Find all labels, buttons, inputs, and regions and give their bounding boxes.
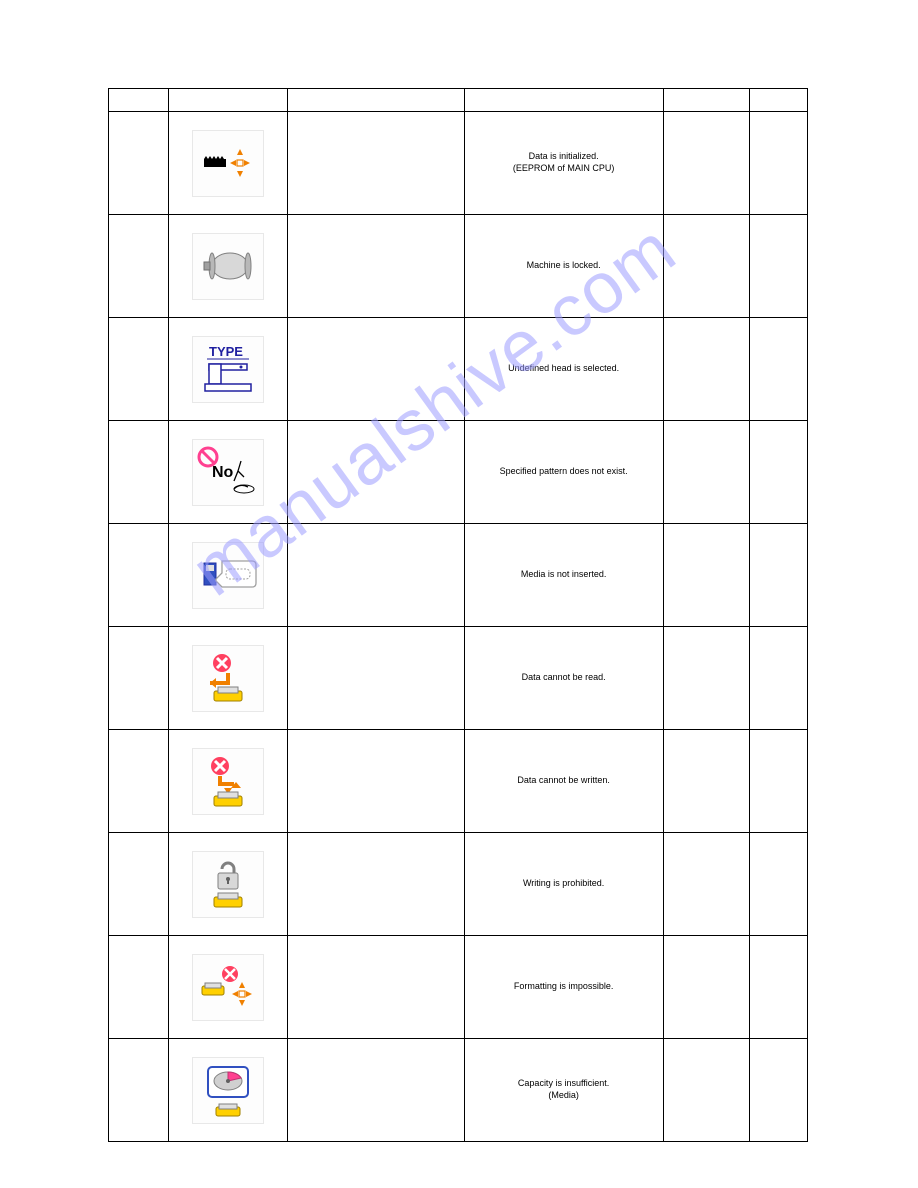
desc-line1: Data cannot be read. (522, 672, 606, 682)
desc-line1: Formatting is impossible. (514, 981, 614, 991)
hdr-col6 (749, 89, 807, 112)
cell-blank (663, 112, 749, 215)
media-insert-icon (192, 542, 264, 609)
table-row: Formatting is impossible. (109, 936, 808, 1039)
hdr-col5 (663, 89, 749, 112)
desc-line1: Data is initialized. (529, 151, 599, 161)
table-row: Capacity is insufficient. (Media) (109, 1039, 808, 1142)
table-row: Data cannot be read. (109, 627, 808, 730)
svg-text:TYPE: TYPE (209, 344, 243, 359)
init-icon (192, 130, 264, 197)
type-head-icon: TYPE (192, 336, 264, 403)
cell-desc: Data is initialized. (EEPROM of MAIN CPU… (464, 112, 663, 215)
cell-code (109, 112, 169, 215)
desc-line1: Undefined head is selected. (508, 363, 619, 373)
table-row: Machine is locked. (109, 215, 808, 318)
data-write-error-icon (192, 748, 264, 815)
desc-line1: Data cannot be written. (517, 775, 610, 785)
hdr-col3 (287, 89, 464, 112)
table-row: No Specified pattern does not exist. (109, 421, 808, 524)
data-read-error-icon (192, 645, 264, 712)
hdr-col2 (169, 89, 287, 112)
error-table: Data is initialized. (EEPROM of MAIN CPU… (108, 88, 808, 1142)
table-row: Data is initialized. (EEPROM of MAIN CPU… (109, 112, 808, 215)
table-row: Writing is prohibited. (109, 833, 808, 936)
page: manualshive.com (0, 0, 918, 1188)
cell-blank (749, 112, 807, 215)
cell-blank (287, 112, 464, 215)
desc-line1: Machine is locked. (527, 260, 601, 270)
capacity-insufficient-icon (192, 1057, 264, 1124)
desc-line1: Media is not inserted. (521, 569, 607, 579)
format-impossible-icon (192, 954, 264, 1021)
desc-line2: (EEPROM of MAIN CPU) (513, 163, 615, 173)
hdr-col4 (464, 89, 663, 112)
svg-text:No: No (212, 464, 234, 481)
desc-line1: Writing is prohibited. (523, 878, 604, 888)
table-row: Media is not inserted. (109, 524, 808, 627)
machine-lock-icon (192, 233, 264, 300)
hdr-col1 (109, 89, 169, 112)
desc-line1: Capacity is insufficient. (518, 1078, 609, 1088)
no-pattern-icon: No (192, 439, 264, 506)
cell-icon (169, 112, 287, 215)
table-row: TYPE Undefined head is selected. (109, 318, 808, 421)
desc-line1: Specified pattern does not exist. (500, 466, 628, 476)
write-prohibited-icon (192, 851, 264, 918)
table-header-row (109, 89, 808, 112)
table-row: Data cannot be written. (109, 730, 808, 833)
desc-line2: (Media) (548, 1090, 579, 1100)
